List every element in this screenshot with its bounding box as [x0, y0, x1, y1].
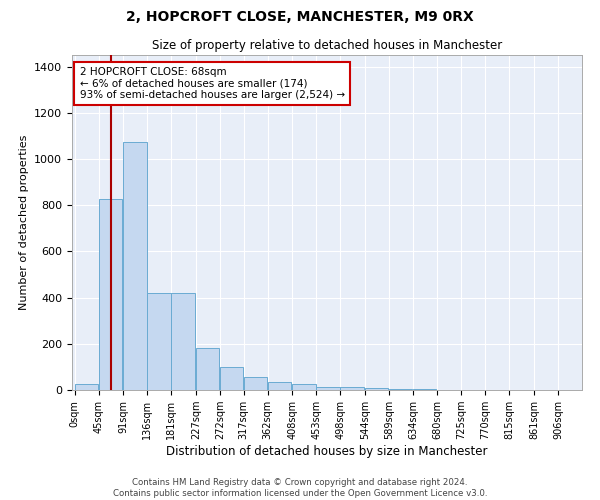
Bar [98, 200, 122, 390]
Bar [220, 367, 243, 390]
Y-axis label: Number of detached properties: Number of detached properties [19, 135, 29, 310]
X-axis label: Distribution of detached houses by size in Manchester: Distribution of detached houses by size … [166, 445, 488, 458]
Bar [365, 388, 388, 390]
Bar [196, 348, 219, 390]
Bar [389, 389, 412, 390]
Text: 2, HOPCROFT CLOSE, MANCHESTER, M9 0RX: 2, HOPCROFT CLOSE, MANCHESTER, M9 0RX [126, 10, 474, 24]
Bar [292, 384, 316, 390]
Text: Contains HM Land Registry data © Crown copyright and database right 2024.
Contai: Contains HM Land Registry data © Crown c… [113, 478, 487, 498]
Title: Size of property relative to detached houses in Manchester: Size of property relative to detached ho… [152, 40, 502, 52]
Bar [316, 386, 340, 390]
Bar [268, 382, 291, 390]
Bar [340, 386, 364, 390]
Bar [74, 384, 98, 390]
Text: 2 HOPCROFT CLOSE: 68sqm
← 6% of detached houses are smaller (174)
93% of semi-de: 2 HOPCROFT CLOSE: 68sqm ← 6% of detached… [80, 66, 345, 100]
Bar [123, 142, 146, 390]
Bar [171, 293, 194, 390]
Bar [147, 293, 170, 390]
Bar [244, 378, 267, 390]
